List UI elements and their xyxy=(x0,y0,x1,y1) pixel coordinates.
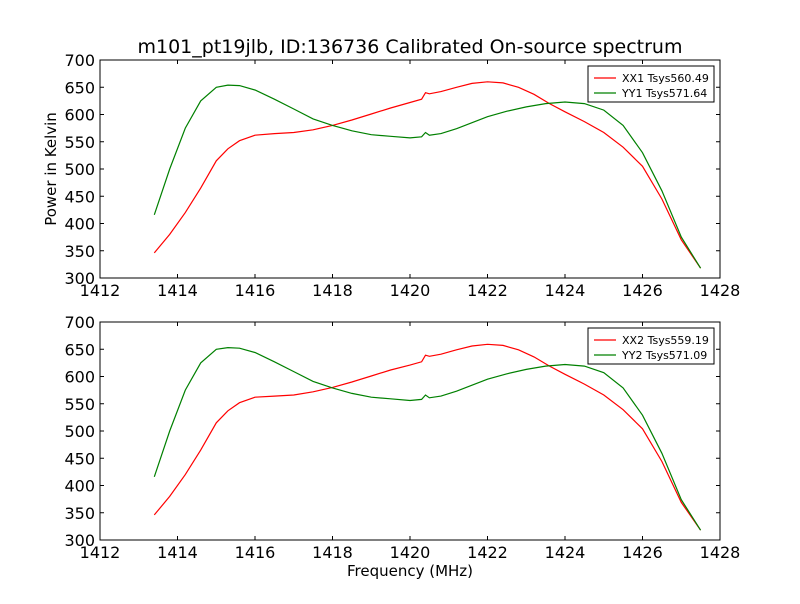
x-tick-label: 1428 xyxy=(700,281,741,300)
legend-box xyxy=(587,327,715,365)
x-tick-label: 1412 xyxy=(80,281,121,300)
y-tick-label: 500 xyxy=(64,160,95,179)
x-tick-label: 1416 xyxy=(235,543,276,562)
y-tick-label: 700 xyxy=(64,51,95,70)
legend-label: XX1 Tsys560.49 xyxy=(622,72,709,85)
y-tick-label: 650 xyxy=(64,78,95,97)
y-tick-label: 450 xyxy=(64,187,95,206)
x-tick-label: 1418 xyxy=(312,543,353,562)
x-tick-label: 1426 xyxy=(622,281,663,300)
bottom-panel: 1412 1414 1416 1418 1420 1422 1424 1426 1428 300 3… xyxy=(64,313,740,562)
legend-box xyxy=(587,65,715,103)
y-axis-label: Power in Kelvin xyxy=(42,112,60,226)
legend-label: YY2 Tsys571.09 xyxy=(621,349,707,362)
x-tick-label: 1414 xyxy=(157,543,198,562)
top-panel: 1412 1414 1416 1418 1420 1422 1424 1426 1428 300 3… xyxy=(64,51,740,300)
y-tick-label: 600 xyxy=(64,106,95,125)
legend-label: YY1 Tsys571.64 xyxy=(621,87,707,100)
y-tick-label: 350 xyxy=(64,242,95,261)
y-tick-label: 600 xyxy=(64,368,95,387)
y-tick-label: 400 xyxy=(64,477,95,496)
figure-title: m101_pt19jlb, ID:136736 Calibrated On-so… xyxy=(138,36,683,58)
x-tick-label: 1424 xyxy=(545,281,586,300)
y-tick-label: 300 xyxy=(64,269,95,288)
x-tick-label: 1412 xyxy=(80,543,121,562)
series-line-yy2 xyxy=(153,346,702,531)
y-tick-label: 550 xyxy=(64,133,95,152)
y-tick-label: 450 xyxy=(64,449,95,468)
x-tick-label: 1424 xyxy=(545,543,586,562)
y-tick-label: 300 xyxy=(64,531,95,550)
legend-label: XX2 Tsys559.19 xyxy=(622,334,709,347)
x-tick-label: 1426 xyxy=(622,543,663,562)
series-line-yy1 xyxy=(153,84,702,269)
x-axis-label: Frequency (MHz) xyxy=(347,562,473,580)
y-tick-label: 650 xyxy=(64,340,95,359)
y-tick-label: 350 xyxy=(64,504,95,523)
y-tick-label: 700 xyxy=(64,313,95,332)
x-tick-label: 1420 xyxy=(390,543,431,562)
x-tick-label: 1422 xyxy=(467,281,508,300)
y-tick-label: 500 xyxy=(64,422,95,441)
series-line-xx2 xyxy=(153,343,702,531)
y-tick-label: 400 xyxy=(64,215,95,234)
x-tick-label: 1420 xyxy=(390,281,431,300)
x-tick-label: 1428 xyxy=(700,543,741,562)
y-tick-label: 550 xyxy=(64,395,95,414)
series-line-xx1 xyxy=(153,81,702,269)
x-tick-label: 1418 xyxy=(312,281,353,300)
x-tick-label: 1414 xyxy=(157,281,198,300)
x-tick-label: 1422 xyxy=(467,543,508,562)
x-tick-label: 1416 xyxy=(235,281,276,300)
